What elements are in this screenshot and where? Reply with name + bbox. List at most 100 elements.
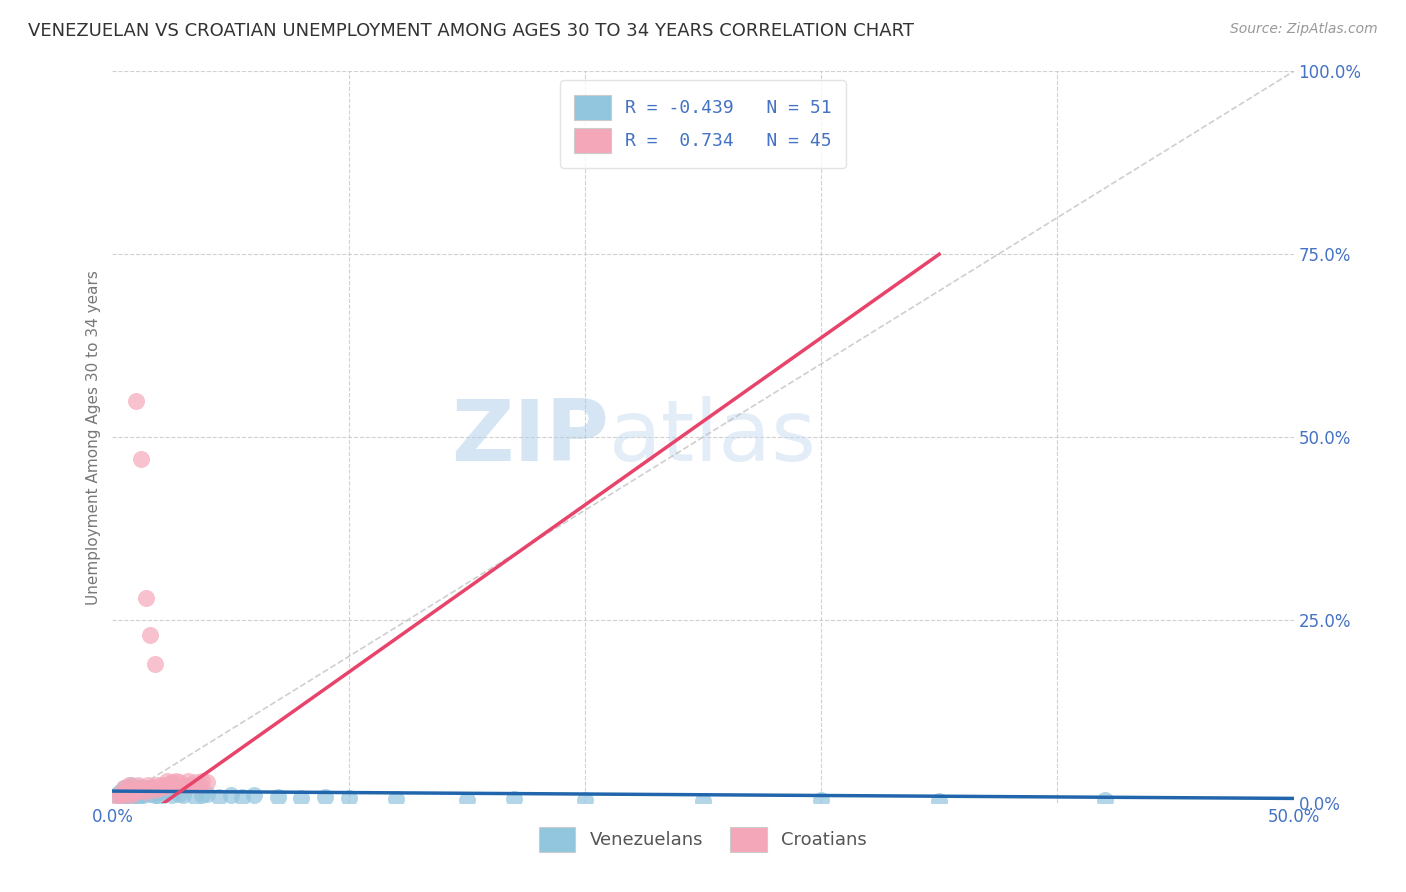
Point [139, 627, 162, 641]
Point [115, 789, 138, 803]
Point [195, 787, 218, 801]
Point [111, 789, 134, 804]
Text: Source: ZipAtlas.com: Source: ZipAtlas.com [1230, 22, 1378, 37]
Point [129, 781, 152, 796]
Point [139, 787, 162, 801]
Point [177, 773, 200, 788]
Point [105, 789, 128, 803]
Point [143, 657, 166, 671]
Point [112, 781, 135, 796]
Point [157, 777, 180, 792]
Point [337, 791, 360, 805]
Point [105, 789, 128, 804]
Point [143, 789, 166, 803]
Point [135, 591, 157, 605]
Point [165, 773, 187, 788]
Point [172, 789, 194, 803]
Point [143, 782, 166, 797]
Point [118, 780, 141, 794]
Point [112, 787, 135, 801]
Text: VENEZUELAN VS CROATIAN UNEMPLOYMENT AMONG AGES 30 TO 34 YEARS CORRELATION CHART: VENEZUELAN VS CROATIAN UNEMPLOYMENT AMON… [28, 22, 914, 40]
Point [184, 789, 207, 804]
Point [385, 792, 408, 806]
Text: atlas: atlas [609, 395, 817, 479]
Point [125, 781, 148, 796]
Point [122, 785, 145, 799]
Point [132, 789, 155, 803]
Point [120, 789, 142, 803]
Point [153, 780, 176, 794]
Point [153, 785, 176, 799]
Y-axis label: Unemployment Among Ages 30 to 34 years: Unemployment Among Ages 30 to 34 years [86, 269, 101, 605]
Point [928, 794, 950, 808]
Point [112, 781, 135, 796]
Point [108, 785, 131, 799]
Point [146, 777, 169, 792]
Point [139, 781, 162, 796]
Point [118, 785, 141, 799]
Point [456, 793, 478, 807]
Point [127, 789, 149, 804]
Text: ZIP: ZIP [451, 395, 609, 479]
Point [150, 777, 173, 792]
Point [146, 785, 169, 799]
Point [115, 782, 138, 797]
Point [122, 787, 145, 801]
Point [184, 775, 207, 789]
Point [115, 787, 138, 801]
Point [314, 789, 336, 804]
Point [125, 781, 148, 796]
Legend: Venezuelans, Croatians: Venezuelans, Croatians [531, 820, 875, 860]
Point [167, 787, 190, 801]
Point [142, 782, 165, 797]
Point [267, 789, 290, 804]
Point [195, 775, 218, 789]
Point [149, 781, 172, 796]
Point [810, 793, 832, 807]
Point [135, 785, 157, 799]
Point [120, 789, 142, 804]
Point [118, 785, 141, 799]
Point [125, 789, 148, 803]
Point [120, 777, 142, 792]
Point [503, 792, 526, 806]
Point [243, 789, 266, 803]
Point [129, 780, 152, 794]
Point [125, 785, 148, 799]
Point [191, 789, 214, 803]
Point [191, 773, 214, 788]
Point [132, 782, 155, 797]
Point [231, 789, 253, 804]
Point [115, 782, 138, 797]
Point [692, 794, 714, 808]
Point [127, 785, 149, 799]
Point [208, 789, 231, 804]
Point [136, 777, 159, 792]
Point [163, 777, 186, 792]
Point [136, 781, 159, 796]
Point [129, 452, 152, 467]
Point [188, 777, 211, 792]
Point [129, 787, 152, 801]
Point [290, 791, 312, 805]
Point [219, 789, 242, 803]
Point [156, 773, 179, 788]
Point [167, 775, 190, 789]
Point [127, 777, 149, 792]
Point [142, 780, 165, 794]
Point [1094, 793, 1116, 807]
Point [160, 775, 183, 789]
Point [111, 789, 134, 803]
Point [135, 785, 157, 799]
Point [125, 393, 148, 408]
Point [574, 793, 596, 807]
Point [108, 787, 131, 801]
Point [112, 785, 135, 799]
Point [120, 780, 142, 794]
Point [160, 789, 183, 803]
Point [122, 782, 145, 797]
Point [132, 782, 155, 797]
Point [172, 777, 194, 792]
Point [118, 777, 141, 792]
Point [179, 777, 201, 792]
